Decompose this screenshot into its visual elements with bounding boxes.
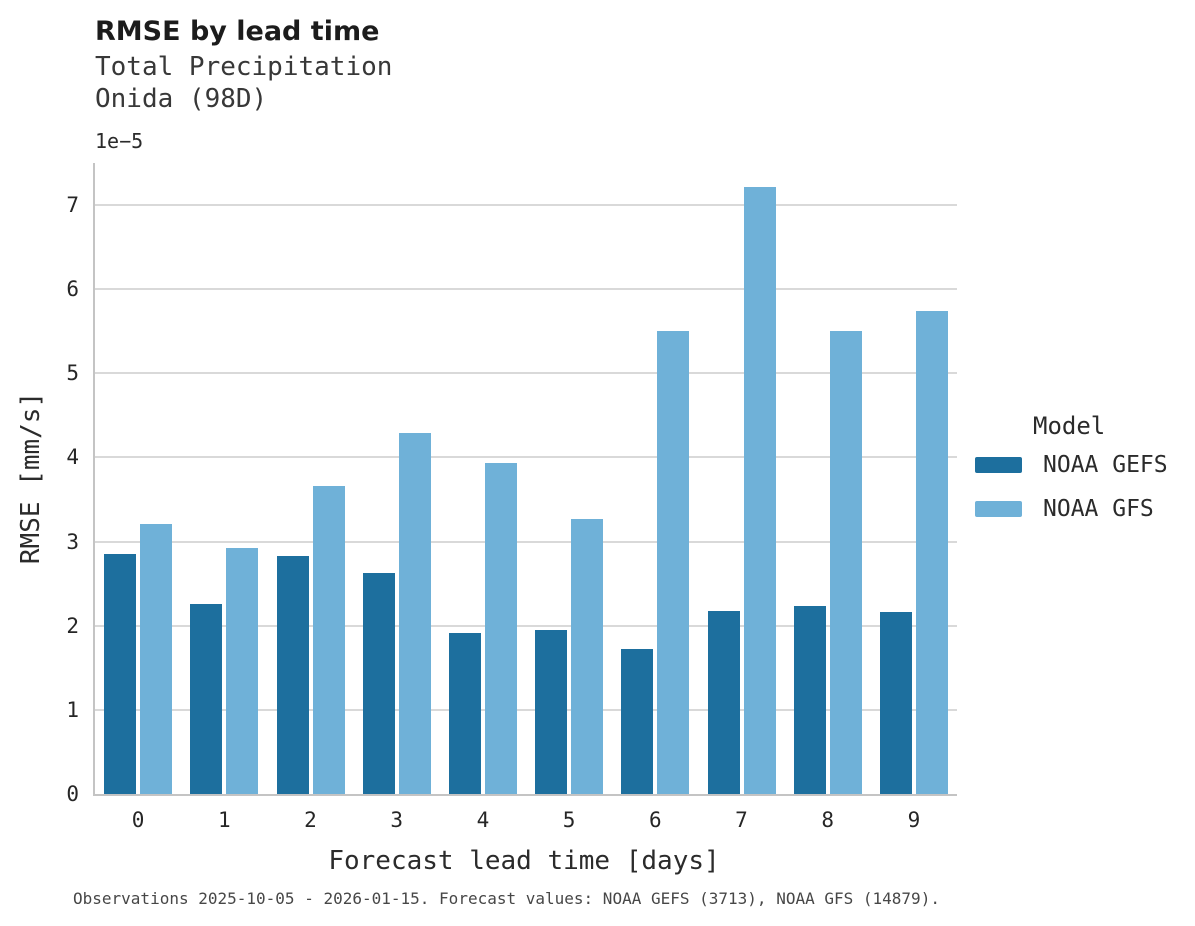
x-tick-label-4: 4 — [476, 808, 490, 832]
bar-noaa-gefs-day-1 — [190, 603, 223, 794]
x-tick-label-8: 8 — [821, 808, 835, 832]
y-tick-label-3: 3 — [66, 529, 79, 554]
bar-noaa-gefs-day-0 — [104, 554, 137, 794]
legend-label-noaa-gfs: NOAA GFS — [1043, 496, 1154, 522]
legend-swatch-noaa-gfs — [975, 501, 1022, 517]
bar-noaa-gfs-day-0 — [140, 523, 173, 794]
x-tick-label-0: 0 — [131, 808, 145, 832]
legend-item-noaa-gfs: NOAA GFS — [975, 496, 1168, 522]
y-axis-offset-label: 1e−5 — [95, 129, 144, 153]
gridline-y-3 — [95, 540, 957, 543]
bar-noaa-gefs-day-7 — [707, 611, 740, 794]
x-tick-label-1: 1 — [217, 808, 231, 832]
bar-noaa-gfs-day-4 — [484, 462, 517, 794]
bar-noaa-gfs-day-3 — [398, 433, 431, 794]
bar-noaa-gefs-day-5 — [535, 629, 568, 794]
bar-noaa-gfs-day-7 — [743, 186, 776, 794]
chart-title: RMSE by lead time — [95, 16, 380, 47]
x-tick-label-3: 3 — [390, 808, 404, 832]
footer-caption: Observations 2025-10-05 - 2026-01-15. Fo… — [73, 889, 940, 908]
gridline-y-1 — [95, 708, 957, 711]
gridline-y-7 — [95, 204, 957, 207]
legend-label-noaa-gefs: NOAA GEFS — [1043, 452, 1168, 478]
bar-noaa-gfs-day-6 — [657, 331, 690, 794]
bar-noaa-gefs-day-2 — [276, 555, 309, 794]
chart-subtitle-variable: Total Precipitation — [95, 52, 393, 82]
bar-noaa-gefs-day-9 — [879, 612, 912, 794]
y-tick-label-0: 0 — [66, 782, 79, 806]
x-tick-label-6: 6 — [648, 808, 662, 832]
bar-noaa-gefs-day-6 — [621, 649, 654, 794]
y-tick-label-7: 7 — [66, 193, 79, 218]
legend-title: Model — [1033, 412, 1106, 440]
gridline-y-6 — [95, 288, 957, 291]
chart-subtitle-station: Onida (98D) — [95, 84, 268, 114]
bar-noaa-gfs-day-1 — [226, 547, 259, 794]
legend: Model NOAA GEFS NOAA GFS — [975, 412, 1168, 540]
x-tick-label-7: 7 — [735, 808, 748, 832]
gridline-y-4 — [95, 456, 957, 459]
x-tick-label-5: 5 — [562, 808, 576, 832]
y-tick-label-5: 5 — [66, 361, 79, 386]
x-tick-label-2: 2 — [304, 808, 317, 832]
legend-swatch-noaa-gefs — [975, 457, 1022, 473]
bar-noaa-gfs-day-9 — [915, 311, 948, 794]
bar-noaa-gefs-day-8 — [793, 606, 826, 794]
plot-area: 0 1 2 3 4 5 6 7 0 1 2 3 4 5 6 7 8 9 — [66, 163, 957, 832]
y-tick-label-6: 6 — [66, 277, 79, 302]
bar-noaa-gfs-day-5 — [571, 518, 604, 794]
gridline-y-2 — [95, 624, 957, 627]
x-axis-label: Forecast lead time [days] — [328, 846, 720, 876]
gridline-y-5 — [95, 372, 957, 375]
x-tick-label-9: 9 — [907, 808, 921, 832]
bar-noaa-gefs-day-4 — [448, 633, 481, 794]
bar-noaa-gfs-day-8 — [829, 331, 862, 794]
legend-item-noaa-gefs: NOAA GEFS — [975, 452, 1168, 478]
y-tick-label-2: 2 — [66, 613, 79, 638]
bar-noaa-gefs-day-3 — [362, 572, 395, 794]
bar-noaa-gfs-day-2 — [312, 486, 345, 794]
y-tick-label-4: 4 — [66, 445, 79, 470]
y-tick-label-1: 1 — [66, 697, 79, 722]
